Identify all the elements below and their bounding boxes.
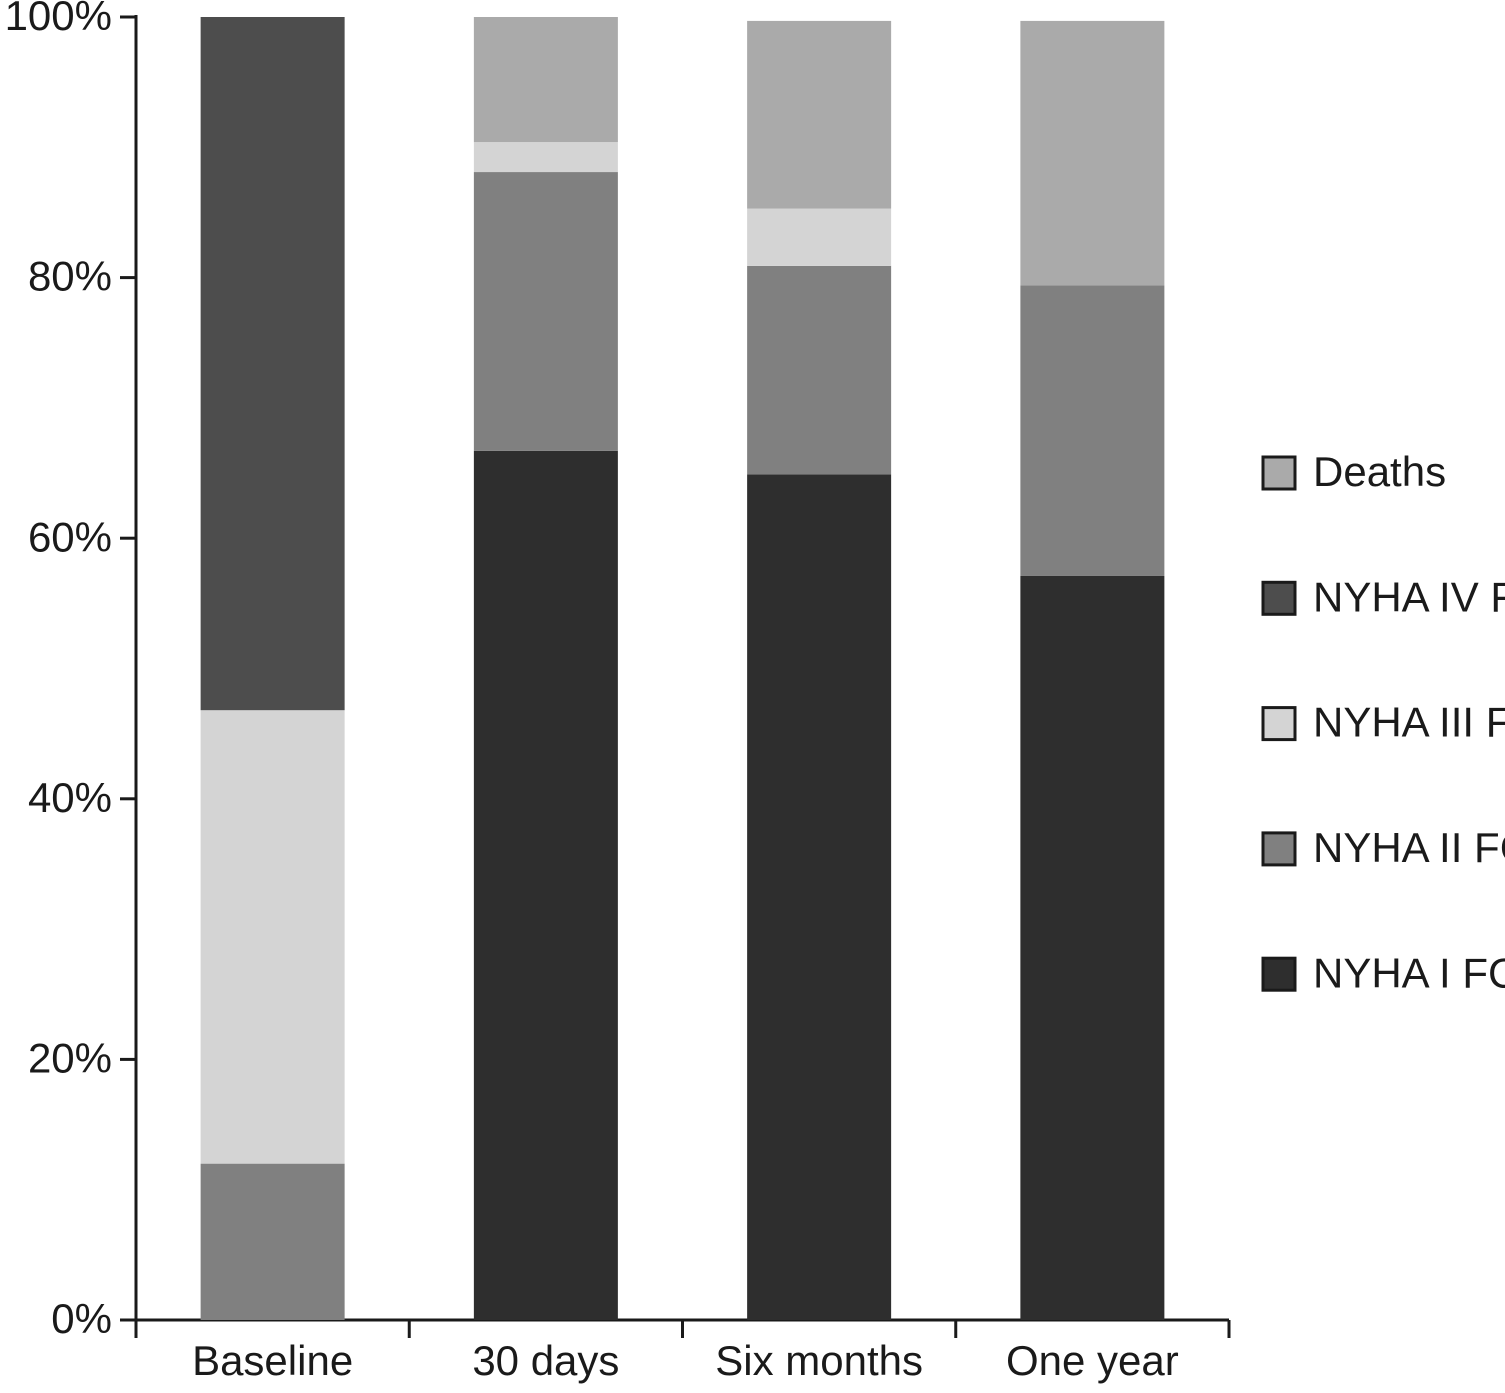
bar-segment <box>747 208 892 266</box>
x-tick-label: Six months <box>715 1337 923 1384</box>
bar-segment <box>473 142 618 173</box>
y-tick-label: 60% <box>28 513 112 560</box>
bar-segment <box>473 172 618 451</box>
bar-segment <box>747 474 892 1320</box>
bar-segment <box>1020 285 1165 576</box>
bar-segment <box>1020 20 1165 286</box>
legend-swatch <box>1261 580 1297 616</box>
legend-swatch <box>1261 706 1297 742</box>
y-tick-label: 0% <box>51 1295 112 1342</box>
bar-segment <box>747 20 892 209</box>
legend-swatch <box>1261 455 1297 491</box>
bar-segment <box>473 17 618 143</box>
legend-label: NYHA III FC <box>1313 699 1505 746</box>
bar-segment <box>473 450 618 1320</box>
legend-label: NYHA I FC <box>1313 949 1505 996</box>
legend-swatch <box>1261 831 1297 867</box>
x-tick-label: 30 days <box>472 1337 619 1384</box>
y-tick-label: 40% <box>28 774 112 821</box>
y-tick-label: 20% <box>28 1034 112 1081</box>
bar-segment <box>747 265 892 475</box>
bar-segment <box>200 1163 345 1320</box>
bar-segment <box>1020 575 1165 1320</box>
y-tick-label: 100% <box>5 0 112 39</box>
legend-label: NYHA II FC <box>1313 824 1505 871</box>
legend-swatch <box>1261 956 1297 992</box>
legend-label: NYHA IV FC <box>1313 573 1505 620</box>
legend-label: Deaths <box>1313 448 1446 495</box>
x-tick-label: One year <box>1006 1337 1179 1384</box>
x-tick-label: Baseline <box>192 1337 353 1384</box>
bar-segment <box>200 710 345 1164</box>
bar-segment <box>200 17 345 711</box>
y-tick-label: 80% <box>28 253 112 300</box>
